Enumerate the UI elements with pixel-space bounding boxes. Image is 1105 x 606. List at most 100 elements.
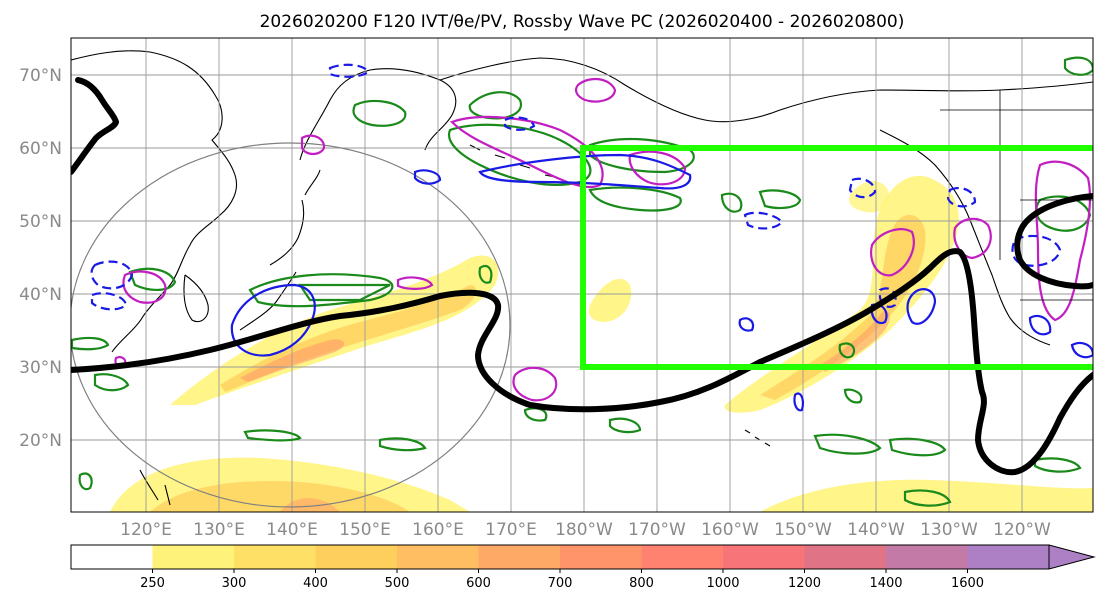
lon-label: 170°E [485, 520, 537, 540]
theta-e-contour [813, 433, 882, 455]
region-ellipse [71, 142, 511, 508]
theta-e-contour [468, 91, 523, 120]
lon-label: 150°W [774, 520, 832, 540]
colorbar-tick-label: 1200 [788, 576, 821, 591]
pv-positive-contour [628, 150, 687, 186]
colorbar-segment [152, 545, 235, 569]
colorbar-segment [560, 545, 642, 569]
pv-positive-contour [396, 276, 434, 290]
ivt-south-east [760, 479, 1093, 512]
pv-contour [1028, 314, 1052, 336]
ivt-north-ring [849, 180, 889, 213]
aleutians [469, 144, 581, 186]
lat-label: 20°N [19, 431, 62, 451]
alaska-coast [439, 57, 781, 123]
pv-contour [738, 317, 755, 332]
ivt-tropics-max [280, 498, 340, 512]
pv-dashed-contour [90, 260, 134, 290]
theta-e-contour [93, 373, 130, 392]
colorbar-extend-arrow [1048, 544, 1096, 570]
colorbar-tick-label: 1400 [869, 576, 902, 591]
theta-e-contour [78, 472, 93, 491]
lon-label: 130°E [193, 520, 245, 540]
asia-coast [71, 50, 238, 353]
colorbar-tick-label: 300 [222, 576, 247, 591]
rossby-wave-contour-west [71, 77, 119, 175]
lon-label: 160°E [412, 520, 464, 540]
colorbar-segment [315, 545, 398, 569]
pv-positive-contour [122, 270, 167, 304]
theta-e-contour [128, 267, 177, 291]
pv-positive-contour [870, 228, 915, 277]
lon-label: 180°W [555, 520, 613, 540]
colorbar-tick-label: 600 [466, 576, 491, 591]
lat-label: 30°N [19, 358, 62, 378]
theta-e-contour [588, 137, 695, 174]
lon-label: 120°W [993, 520, 1051, 540]
theta-e-contour [378, 437, 427, 452]
colorbar-tick-label: 1600 [951, 576, 984, 591]
theta-e-contour [720, 192, 743, 213]
theta-e-contour [243, 429, 302, 442]
colorbar-tick-label: 400 [303, 576, 328, 591]
pv-contour [793, 392, 804, 412]
pv-positive-contour [1034, 160, 1092, 322]
colorbar-tick-label: 700 [548, 576, 573, 591]
theta-e-contour [903, 489, 952, 507]
pv-contour [906, 288, 937, 325]
lat-label: 40°N [19, 285, 62, 305]
theta-e-contour [843, 388, 863, 404]
lon-label: 150°E [339, 520, 391, 540]
lat-label: 50°N [19, 212, 62, 232]
theta-e-contour [248, 273, 394, 308]
colorbar-segment [234, 545, 316, 569]
ivt-colorbar: 250 300 400 500 600 700 800 1000 1200 1400 1600 [70, 544, 1096, 591]
lon-label: 160°W [701, 520, 759, 540]
colorbar-segment [723, 545, 805, 569]
lon-label: 120°E [120, 520, 172, 540]
pv-dashed-contour [503, 116, 536, 131]
rossby-wave-contour-east [1014, 193, 1093, 290]
longitude-labels: 120°E 130°E 140°E 150°E 160°E 170°E 180°… [120, 520, 1051, 540]
theta-e-contour [888, 437, 947, 457]
pv-positive-contour [512, 366, 558, 402]
pv-positive-contour [574, 77, 617, 103]
figure-title: 2026020200 F120 IVT/θe/PV, Rossby Wave P… [260, 12, 905, 32]
colorbar-tick-label: 250 [140, 576, 165, 591]
latitude-labels: 70°N 60°N 50°N 40°N 30°N 20°N [19, 66, 62, 451]
japan-coast [239, 169, 321, 331]
theta-e-contour [478, 264, 493, 284]
north-america-coast [779, 81, 1093, 346]
pv-negative-dashed [90, 63, 1062, 311]
theta-e-contour [297, 283, 391, 302]
theta-e-contour [352, 99, 407, 127]
theta-e-contour [758, 189, 802, 210]
map-content [71, 38, 1093, 512]
colorbar-tick-label: 500 [385, 576, 410, 591]
colorbar-segment [967, 545, 1050, 569]
hawaii [744, 429, 771, 447]
ivt-jet-east-max [820, 310, 890, 372]
lon-label: 140°E [266, 520, 318, 540]
lat-label: 60°N [19, 139, 62, 159]
border-line [940, 90, 1093, 301]
lon-label: 130°W [920, 520, 978, 540]
graticule [71, 38, 1093, 512]
korea-coast [183, 274, 209, 323]
theta-e-contour [71, 336, 110, 351]
title-text: 2026020200 F120 IVT/θe/PV, Rossby Wave P… [260, 12, 905, 32]
theta-e-contour [838, 342, 856, 359]
pv-dashed-contour [946, 186, 977, 208]
ivt-central [588, 278, 632, 322]
pv-contour [413, 169, 442, 185]
colorbar-tick-label: 1000 [706, 576, 739, 591]
colorbar-tick-label: 800 [629, 576, 654, 591]
colorbar-segment [478, 545, 561, 569]
map-border [70, 37, 1094, 513]
pv-dashed-contour [328, 63, 370, 78]
colorbar-segment [886, 545, 968, 569]
pv-contour [1070, 341, 1093, 359]
kamchatka-coast [299, 68, 457, 161]
pv-positive-contour [953, 217, 992, 260]
